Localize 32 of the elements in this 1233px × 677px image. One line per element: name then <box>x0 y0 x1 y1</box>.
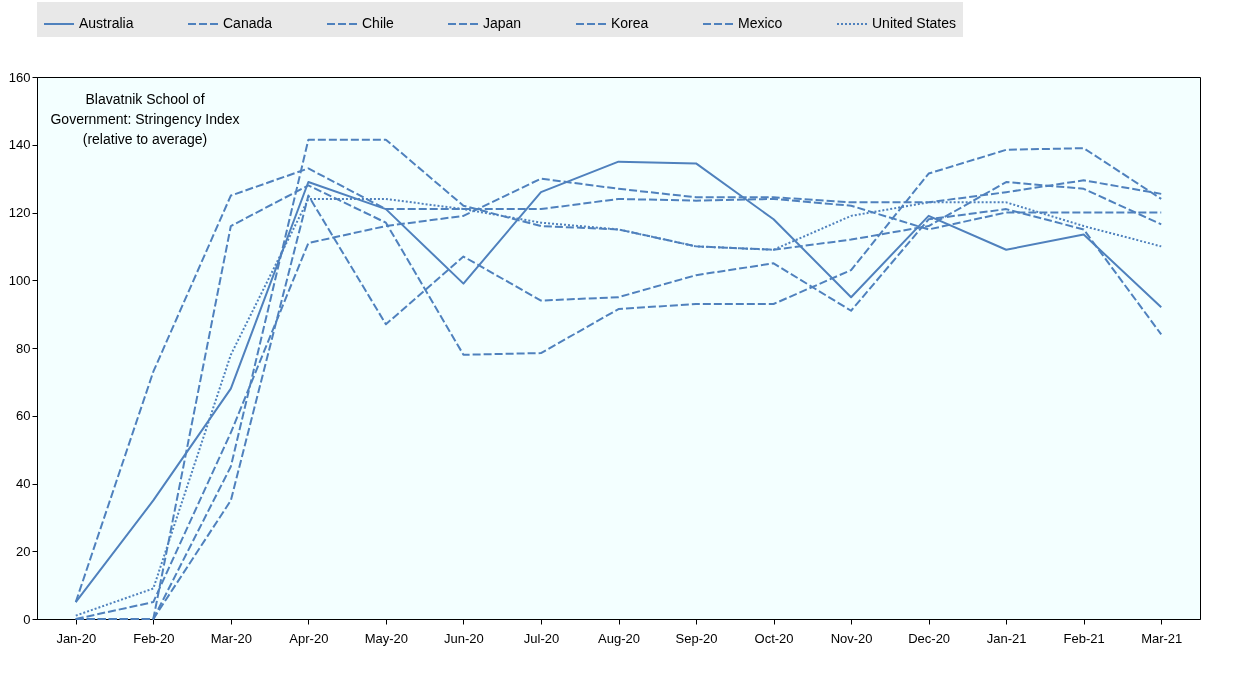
x-tick-label: Jul-20 <box>523 630 560 646</box>
x-tick-label: Jun-20 <box>444 630 484 646</box>
y-tick-label: 120 <box>8 205 31 220</box>
y-tick-label: 20 <box>16 543 31 559</box>
legend-label: United States <box>872 15 957 31</box>
legend-label: Australia <box>79 15 134 31</box>
y-tick-label: 0 <box>23 611 31 627</box>
x-tick-label: Mar-20 <box>210 630 252 646</box>
x-tick-label: Nov-20 <box>830 630 873 646</box>
legend-label: Mexico <box>738 15 783 31</box>
legend-label: Japan <box>483 15 522 31</box>
x-tick-label: Feb-21 <box>1063 630 1105 646</box>
x-tick-label: Oct-20 <box>754 630 794 646</box>
y-tick-label: 140 <box>8 137 31 153</box>
legend-label: Korea <box>611 15 649 31</box>
legend-label: Canada <box>223 15 273 31</box>
x-tick-label: Dec-20 <box>908 630 951 646</box>
x-tick-label: Aug-20 <box>598 630 640 646</box>
annotation: Blavatnik School of Government: Stringency Index (relative to average) <box>50 91 240 147</box>
y-tick-label: 60 <box>16 408 31 424</box>
x-tick-label: Jan-20 <box>56 630 97 646</box>
y-tick-label: 100 <box>8 272 31 288</box>
y-tick-label: 40 <box>16 476 31 491</box>
x-tick-label: Mar-21 <box>1141 630 1183 646</box>
y-tick-label: 80 <box>16 340 31 356</box>
x-tick-label: Sep-20 <box>675 630 718 646</box>
x-tick-label: Apr-20 <box>289 630 329 646</box>
x-tick-label: Feb-20 <box>133 630 175 646</box>
x-tick-label: May-20 <box>364 630 409 646</box>
y-tick-label: 160 <box>8 69 31 85</box>
legend-label: Chile <box>362 15 395 31</box>
x-tick-label: Jan-21 <box>986 630 1027 646</box>
